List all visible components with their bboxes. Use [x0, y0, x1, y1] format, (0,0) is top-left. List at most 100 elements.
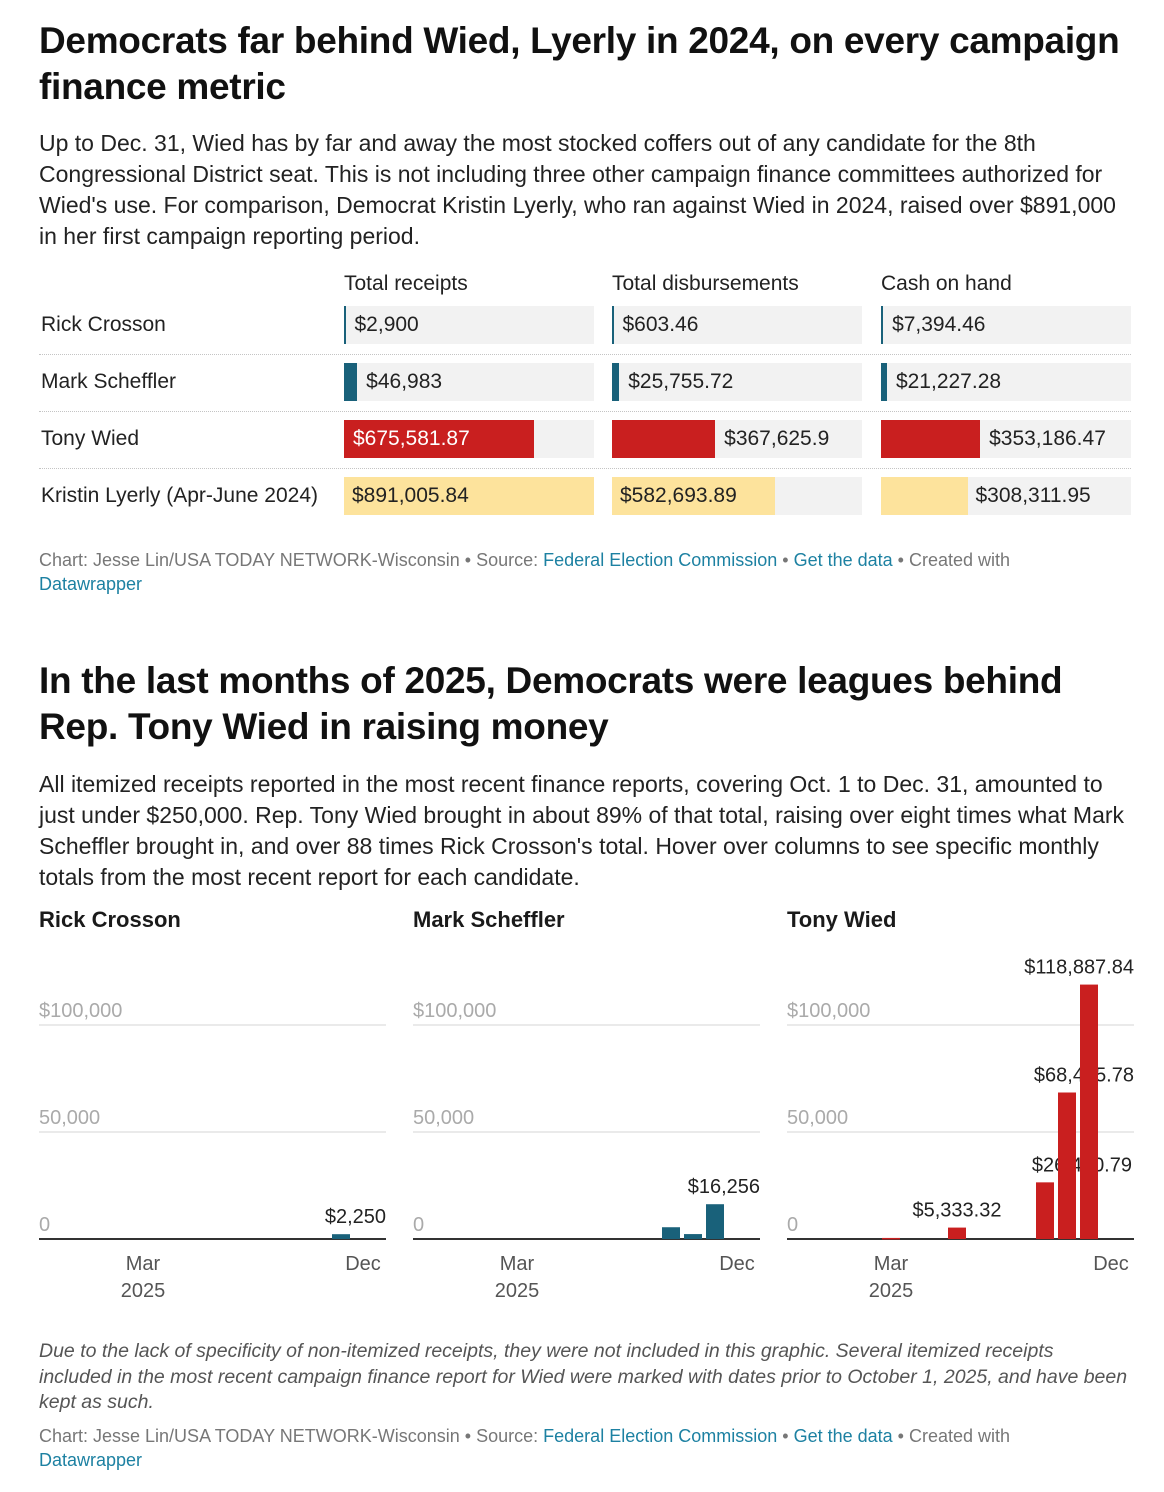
- bar-value-label: $603.46: [622, 313, 699, 336]
- column-bar[interactable]: [882, 1237, 900, 1240]
- data-label: $16,256: [688, 1176, 760, 1198]
- column-header-disbursements: Total disbursements: [612, 272, 799, 295]
- bar-cell[interactable]: $7,394.46: [881, 306, 1131, 344]
- panel-title: Mark Scheffler: [413, 907, 565, 932]
- panel-rick-crosson: Rick Crosson 0 50,000 $100,000 $2,250 Mar 202…: [39, 905, 386, 1305]
- bar: [612, 420, 716, 458]
- chart1-bar-table: Total receipts Total disbursements Cash …: [39, 270, 1131, 520]
- column-chart: 050,000$100,000$5,333.32$26,470.79$68,45…: [787, 957, 1136, 1302]
- bar-cell[interactable]: $367,625.9: [612, 420, 862, 458]
- row-label: Rick Crosson: [41, 313, 166, 336]
- separator: •: [459, 1426, 477, 1446]
- source-label: Source:: [476, 1426, 544, 1446]
- x-tick-label: Dec: [719, 1253, 755, 1275]
- bar-cell[interactable]: $2,900: [344, 306, 594, 344]
- column-bar[interactable]: [1080, 984, 1098, 1239]
- chart2-footnote: Due to the lack of specificity of non-it…: [39, 1340, 1128, 1413]
- chart1-description-wrap: Up to Dec. 31, Wied has by far and away …: [39, 128, 1131, 252]
- chart2-notes: Chart: Jesse Lin/USA TODAY NETWORK-Wisco…: [39, 1424, 1131, 1472]
- bar: [612, 363, 620, 401]
- y-tick-label: 0: [39, 1214, 50, 1236]
- table-row: Mark Scheffler $46,983 $25,755.72 $21,227.2…: [39, 363, 1131, 420]
- row-divider: [39, 411, 1131, 412]
- table-row: Rick Crosson $2,900 $603.46 $7,394.46: [39, 306, 1131, 363]
- data-label: $2,250: [325, 1206, 386, 1228]
- bar-cell[interactable]: $675,581.87: [344, 420, 594, 458]
- created-with-label: Created with: [908, 1426, 1011, 1446]
- panel-mark-scheffler: Mark Scheffler 0 50,000 $100,000 $16,256 Mar…: [413, 905, 760, 1305]
- separator: •: [892, 1426, 909, 1446]
- source-label: Source:: [476, 550, 544, 570]
- bar-value-label: $25,755.72: [628, 370, 734, 393]
- bar: [881, 420, 981, 458]
- row-divider: [39, 468, 1131, 469]
- panel-title: Tony Wied: [787, 907, 897, 932]
- datawrapper-link[interactable]: Datawrapper: [39, 1450, 143, 1470]
- column-chart: 0 50,000 $100,000 $16,256 Mar 2025 Dec: [413, 1000, 760, 1302]
- bar-value-label: $21,227.28: [895, 370, 1002, 393]
- separator: •: [777, 550, 794, 570]
- row-divider: [39, 354, 1131, 355]
- column-bar[interactable]: [706, 1204, 724, 1239]
- bar: [612, 306, 614, 344]
- get-data-link[interactable]: Get the data: [793, 550, 893, 570]
- bar-value-label: $7,394.46: [892, 313, 986, 336]
- separator: •: [892, 550, 909, 570]
- column-header-receipts: Total receipts: [344, 272, 468, 295]
- column-header-cash: Cash on hand: [881, 272, 1012, 295]
- bar: [881, 363, 887, 401]
- data-label: $5,333.32: [913, 1200, 1002, 1222]
- bar-value-label: $367,625.9: [724, 427, 830, 450]
- y-tick-label: 50,000: [413, 1107, 474, 1129]
- chart2-description: All itemized receipts reported in the mo…: [39, 771, 1125, 890]
- chart2-description-wrap: All itemized receipts reported in the mo…: [39, 769, 1131, 893]
- source-link[interactable]: Federal Election Commission: [543, 1426, 778, 1446]
- chart2-title: In the last months of 2025, Democrats we…: [39, 660, 1063, 747]
- x-tick-label: Dec: [345, 1253, 381, 1275]
- bar-cell[interactable]: $21,227.28: [881, 363, 1131, 401]
- bar-cell[interactable]: $891,005.84: [344, 477, 594, 515]
- source-link[interactable]: Federal Election Commission: [543, 550, 778, 570]
- bar: [344, 477, 594, 515]
- column-chart: 0 50,000 $100,000 $2,250 Mar 2025 Dec: [39, 1000, 386, 1302]
- bar: [881, 477, 968, 515]
- chart1-title: Democrats far behind Wied, Lyerly in 202…: [39, 20, 1120, 107]
- column-bar[interactable]: [662, 1227, 680, 1239]
- get-data-link[interactable]: Get the data: [793, 1426, 893, 1446]
- bar-cell[interactable]: $308,311.95: [881, 477, 1131, 515]
- chart1-notes: Chart: Jesse Lin/USA TODAY NETWORK-Wisco…: [39, 548, 1131, 596]
- y-tick-label: 0: [787, 1214, 798, 1236]
- column-bar[interactable]: [684, 1234, 702, 1239]
- table-row: Tony Wied $675,581.87 $367,625.9 $353,186.4…: [39, 420, 1131, 477]
- bar: [881, 306, 884, 344]
- y-tick-label: 50,000: [787, 1107, 848, 1129]
- separator: •: [777, 1426, 794, 1446]
- column-bar[interactable]: [1036, 1182, 1054, 1239]
- bar-cell[interactable]: $25,755.72: [612, 363, 862, 401]
- column-bar[interactable]: [948, 1227, 966, 1239]
- chart2-footnote-wrap: Due to the lack of specificity of non-it…: [39, 1339, 1131, 1416]
- bar-value-label: $2,900: [354, 313, 419, 336]
- datawrapper-link[interactable]: Datawrapper: [39, 574, 143, 594]
- data-label: $118,887.84: [1024, 957, 1134, 979]
- bar-value-label: $46,983: [366, 370, 443, 393]
- column-bar[interactable]: [332, 1234, 350, 1239]
- bar-value-label: $675,581.87: [353, 427, 470, 450]
- y-tick-label: $100,000: [39, 1000, 122, 1022]
- bar-value-label: $891,005.84: [352, 484, 469, 507]
- x-tick-label: Mar: [500, 1253, 535, 1275]
- row-label: Kristin Lyerly (Apr-June 2024): [41, 484, 318, 507]
- bar-cell[interactable]: $603.46: [612, 306, 862, 344]
- bar-cell[interactable]: $46,983: [344, 363, 594, 401]
- x-tick-year: 2025: [869, 1280, 914, 1302]
- y-tick-label: $100,000: [787, 1000, 870, 1022]
- created-with-label: Created with: [908, 550, 1011, 570]
- y-tick-label: 50,000: [39, 1107, 100, 1129]
- row-label: Mark Scheffler: [41, 370, 176, 393]
- column-bar[interactable]: [1058, 1092, 1076, 1239]
- bar-cell[interactable]: $353,186.47: [881, 420, 1131, 458]
- chart2-header: In the last months of 2025, Democrats we…: [39, 658, 1131, 750]
- table-row: Kristin Lyerly (Apr-June 2024) $891,005.8…: [39, 477, 1131, 534]
- byline: Chart: Jesse Lin/USA TODAY NETWORK-Wisco…: [39, 550, 460, 570]
- bar-cell[interactable]: $582,693.89: [612, 477, 862, 515]
